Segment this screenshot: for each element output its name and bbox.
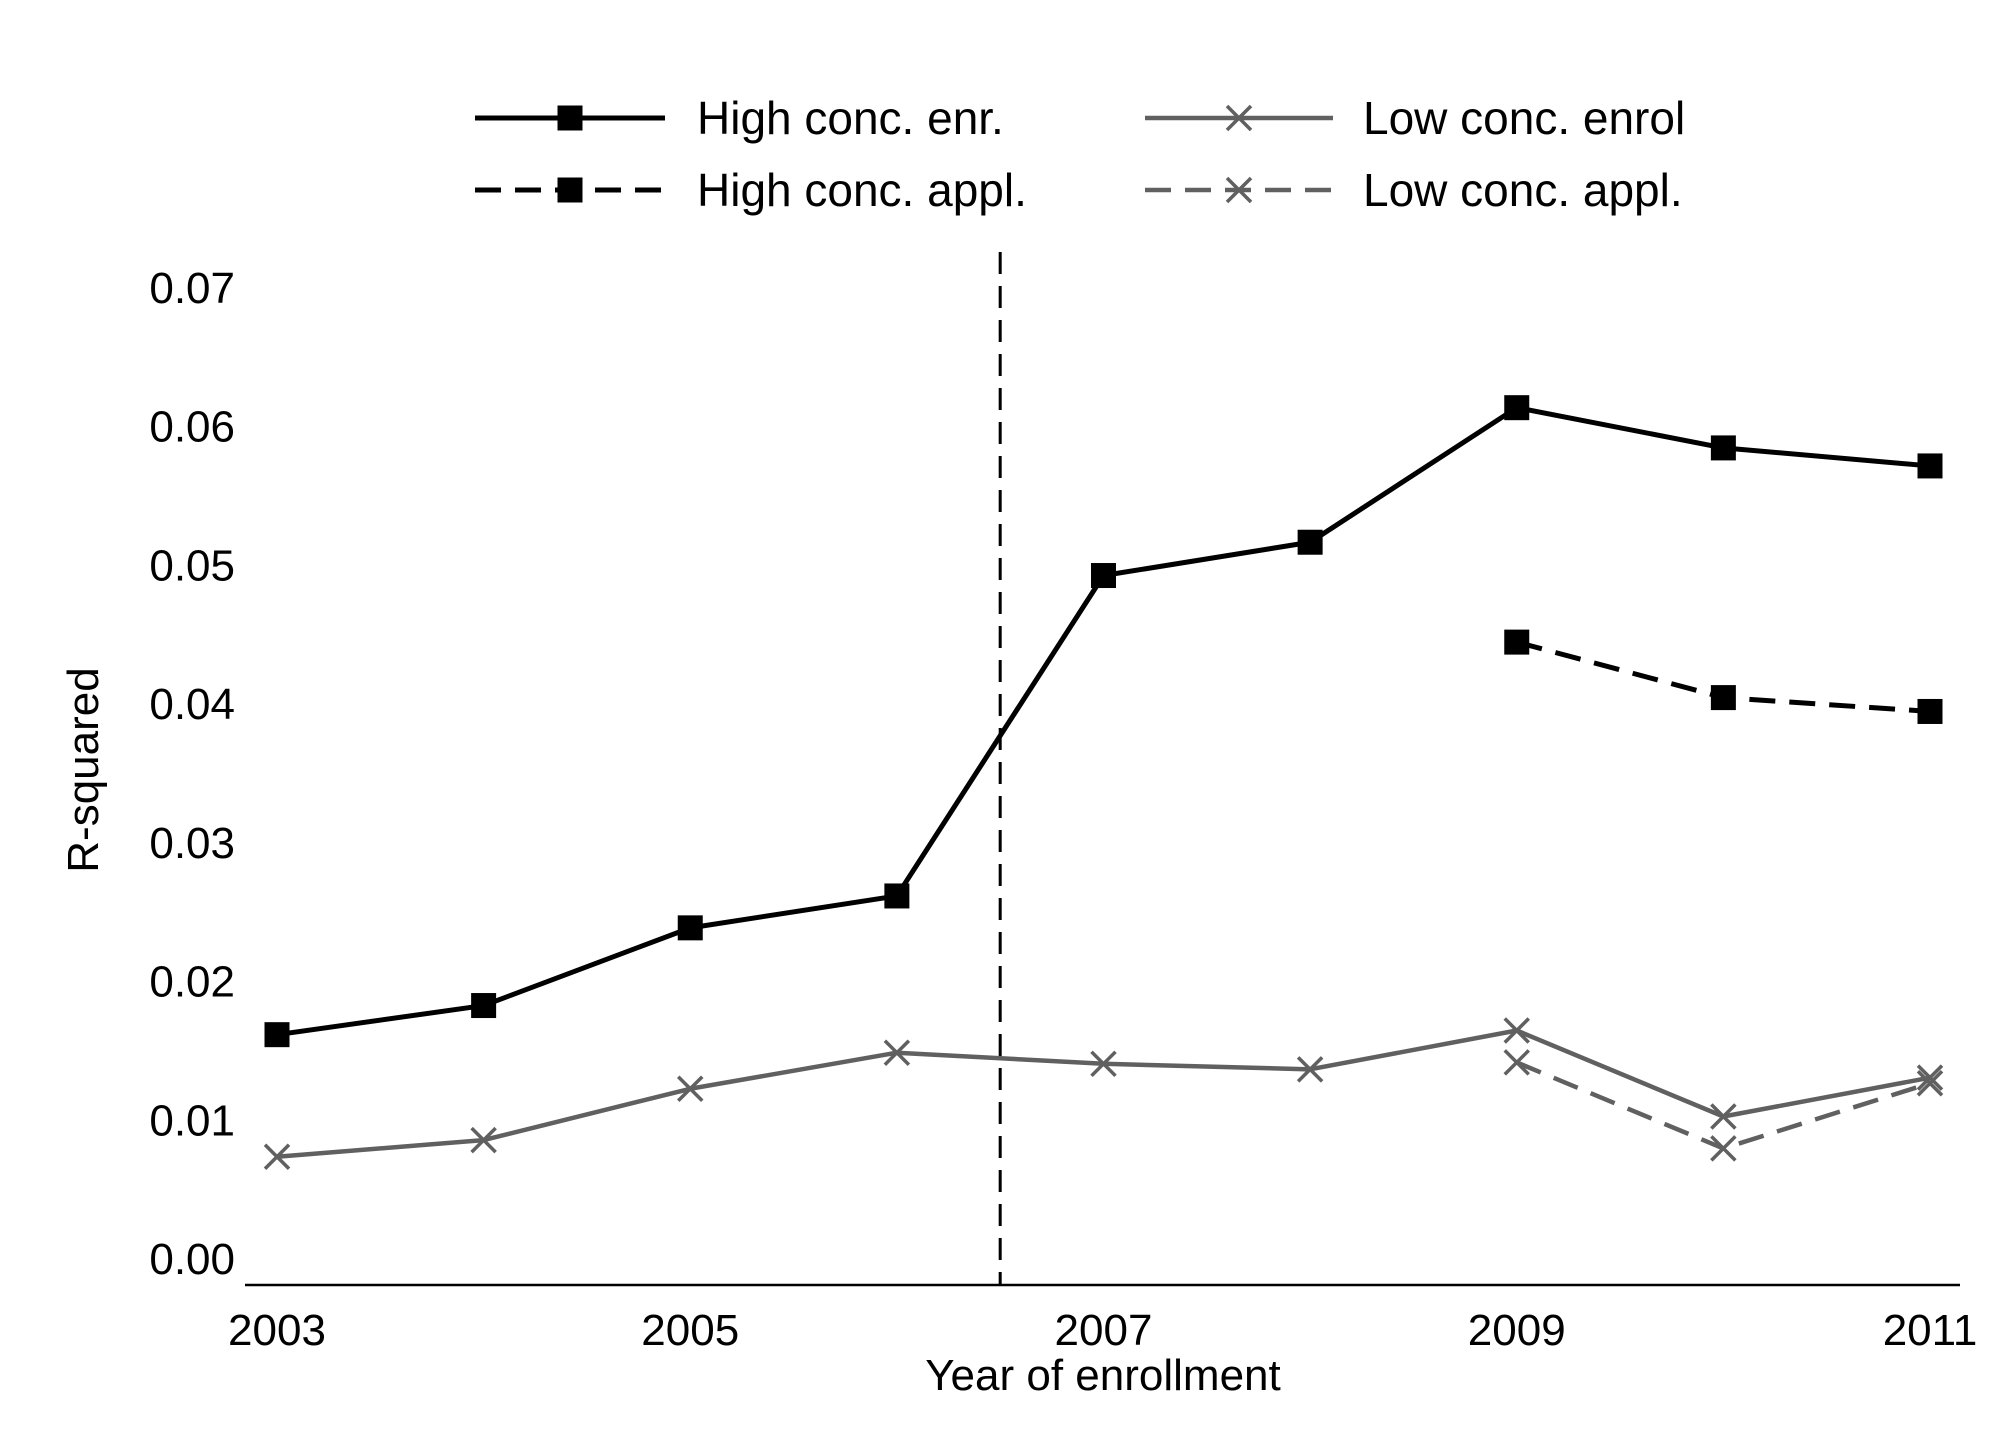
legend: High conc. enr. Low conc. enrol High conc.… bbox=[475, 92, 1685, 216]
data-point-square bbox=[1917, 698, 1943, 724]
data-point-x bbox=[263, 1143, 291, 1170]
plot-area: 0.000.010.020.030.040.050.060.07 2003 200… bbox=[149, 252, 1977, 1355]
data-point-x bbox=[677, 1075, 704, 1103]
data-point-x bbox=[1090, 1050, 1117, 1078]
data-point-x bbox=[1296, 1056, 1324, 1083]
series-group bbox=[263, 395, 1944, 1170]
y-tick-label: 0.04 bbox=[149, 680, 235, 729]
y-axis-label: R-squared bbox=[59, 667, 108, 872]
series-0 bbox=[264, 395, 1943, 1048]
data-point-x bbox=[1710, 1103, 1737, 1130]
x-tick-label: 2009 bbox=[1468, 1306, 1566, 1355]
legend-label: Low conc. enrol bbox=[1363, 92, 1685, 144]
y-tick-label: 0.01 bbox=[149, 1096, 235, 1145]
data-point-x bbox=[1710, 1135, 1737, 1162]
data-point-square bbox=[471, 993, 497, 1019]
x-tick-label: 2011 bbox=[1883, 1306, 1978, 1355]
data-point-square bbox=[557, 177, 583, 203]
y-tick-label: 0.00 bbox=[149, 1235, 235, 1284]
data-point-square bbox=[264, 1022, 290, 1048]
data-point-x bbox=[1225, 176, 1253, 204]
legend-item: High conc. enr. bbox=[475, 92, 1004, 144]
x-tick-label: 2005 bbox=[641, 1306, 739, 1355]
data-point-x bbox=[1225, 104, 1253, 132]
y-tick-label: 0.07 bbox=[149, 264, 235, 313]
data-point-square bbox=[1504, 395, 1530, 421]
data-point-x bbox=[470, 1126, 497, 1154]
series-line bbox=[276, 1028, 1931, 1159]
y-tick-label: 0.03 bbox=[149, 819, 235, 868]
legend-item: High conc. appl. bbox=[475, 164, 1027, 216]
data-point-x bbox=[883, 1039, 911, 1066]
y-axis-ticks: 0.00 0.01 0.02 0.03 0.04 0.05 0.06 0.07 bbox=[149, 264, 235, 1284]
series-2 bbox=[1504, 629, 1943, 724]
y-tick-label: 0.02 bbox=[149, 958, 235, 1007]
data-point-square bbox=[1917, 453, 1943, 479]
data-point-square bbox=[884, 883, 910, 909]
legend-item: Low conc. enrol bbox=[1145, 92, 1685, 144]
y-tick-label: 0.05 bbox=[149, 541, 235, 590]
data-point-square bbox=[1710, 685, 1736, 711]
legend-label: High conc. appl. bbox=[697, 164, 1027, 216]
x-axis-ticks: 2003 2005 2007 2009 2011 bbox=[228, 1306, 1977, 1355]
y-tick-label: 0.06 bbox=[149, 403, 235, 452]
data-point-square bbox=[677, 915, 703, 941]
x-axis-label: Year of enrollment bbox=[925, 1351, 1280, 1400]
data-point-square bbox=[1504, 629, 1530, 655]
series-line bbox=[276, 405, 1931, 1038]
x-tick-label: 2003 bbox=[228, 1306, 326, 1355]
data-point-x bbox=[1503, 1017, 1530, 1044]
data-point-square bbox=[1091, 563, 1116, 589]
data-point-x bbox=[1916, 1069, 1944, 1097]
legend-item: Low conc. appl. bbox=[1145, 164, 1683, 216]
data-point-square bbox=[1297, 529, 1323, 555]
series-3 bbox=[1503, 1049, 1944, 1162]
legend-label: Low conc. appl. bbox=[1363, 164, 1683, 216]
data-point-square bbox=[557, 105, 583, 131]
legend-label: High conc. enr. bbox=[697, 92, 1004, 144]
data-point-x bbox=[1503, 1049, 1530, 1076]
data-point-square bbox=[1710, 435, 1736, 461]
x-tick-label: 2007 bbox=[1055, 1306, 1153, 1355]
series-line bbox=[1515, 1060, 1931, 1151]
data-point-x bbox=[1916, 1064, 1944, 1091]
series-1 bbox=[263, 1017, 1944, 1170]
